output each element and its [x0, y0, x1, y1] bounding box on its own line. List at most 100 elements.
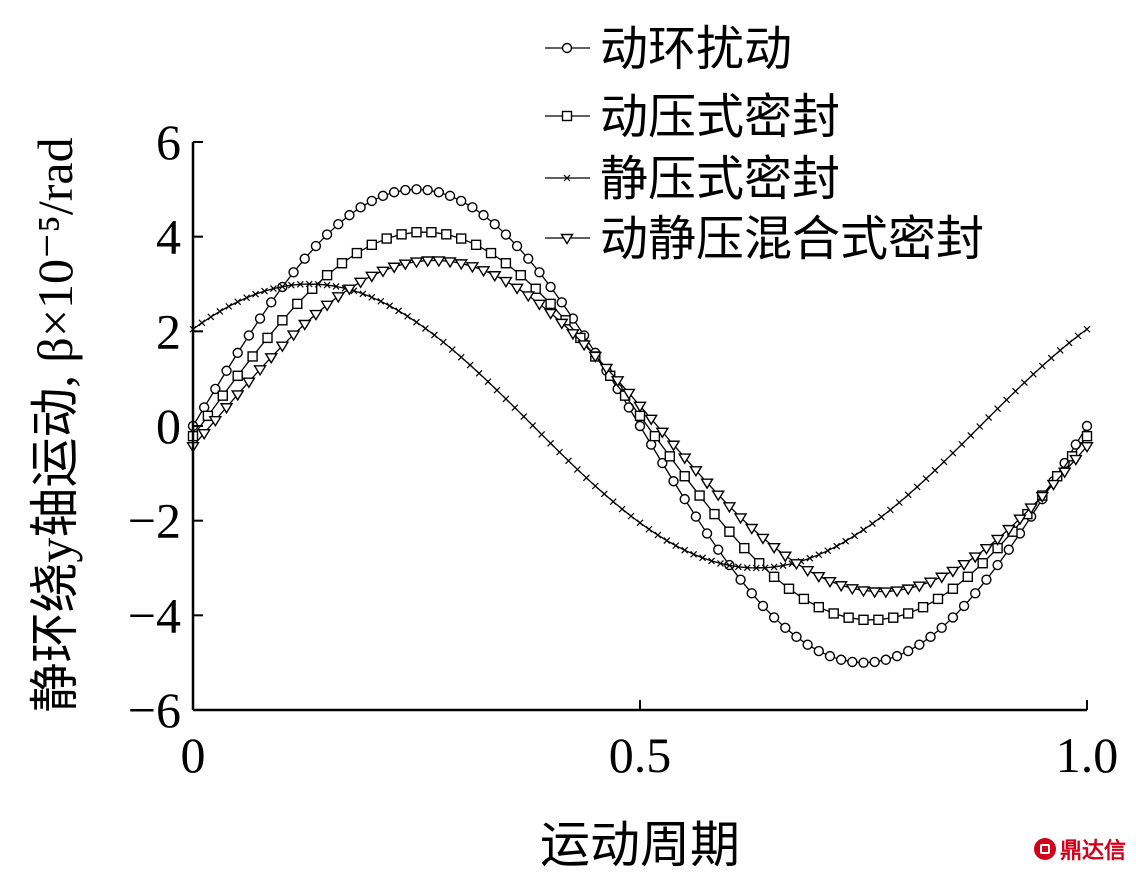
- data-point: [543, 308, 558, 320]
- data-point: [743, 564, 751, 572]
- data-point: [708, 557, 715, 565]
- x-axis-title: 运动周期: [540, 817, 740, 873]
- data-point: [234, 298, 242, 306]
- data-point: [949, 449, 957, 457]
- data-point: [815, 551, 823, 559]
- data-point: [934, 572, 949, 584]
- series-1: [187, 226, 1093, 626]
- data-point: [396, 229, 407, 240]
- legend-marker: [561, 42, 573, 54]
- data-point: [487, 271, 502, 283]
- data-point: [946, 566, 960, 578]
- data-point: [833, 542, 841, 550]
- data-point: [1038, 362, 1046, 370]
- data-point: [388, 187, 400, 198]
- data-point: [253, 365, 267, 377]
- watermark-logo-icon: [1033, 838, 1056, 860]
- data-point: [538, 430, 546, 438]
- data-point: [627, 512, 635, 520]
- data-point: [252, 290, 260, 298]
- x-tick-label: 0: [181, 727, 206, 783]
- data-point: [931, 466, 939, 474]
- legend-label: 静压式密封: [600, 153, 840, 206]
- data-point: [582, 474, 590, 482]
- data-point: [198, 319, 206, 327]
- data-point: [499, 276, 513, 288]
- data-point: [768, 612, 780, 623]
- data-point: [247, 351, 258, 362]
- data-point: [1022, 508, 1033, 520]
- data-point: [1020, 379, 1028, 387]
- data-point: [232, 370, 243, 381]
- data-point: [511, 404, 519, 412]
- data-point: [724, 526, 735, 537]
- data-point: [947, 583, 959, 594]
- series-2: [189, 280, 1091, 572]
- data-point: [845, 584, 860, 596]
- data-point: [1080, 441, 1094, 454]
- data-point: [668, 476, 679, 487]
- data-point: [1057, 467, 1072, 479]
- data-point: [216, 307, 224, 315]
- data-point: [856, 586, 871, 598]
- data-point: [679, 471, 690, 482]
- data-point: [555, 318, 569, 330]
- data-point: [780, 622, 791, 633]
- data-point: [957, 559, 971, 571]
- data-point: [398, 259, 413, 271]
- data-point: [636, 519, 644, 527]
- data-point: [932, 593, 944, 605]
- data-point: [523, 253, 534, 264]
- data-point: [1003, 544, 1014, 555]
- data-point: [711, 490, 725, 502]
- data-point: [891, 650, 903, 662]
- data-point: [992, 559, 1003, 571]
- data-point: [404, 312, 411, 320]
- data-point: [958, 600, 970, 612]
- data-point: [967, 431, 975, 439]
- data-point: [783, 583, 795, 594]
- data-point: [344, 209, 355, 221]
- data-point: [465, 262, 480, 274]
- data-point: [377, 297, 385, 305]
- data-point: [634, 420, 646, 432]
- x-tick-label: 0.5: [609, 727, 672, 783]
- data-point: [767, 542, 781, 555]
- data-point: [812, 571, 826, 583]
- data-point: [476, 266, 491, 278]
- data-point: [904, 491, 912, 499]
- data-point: [353, 277, 368, 289]
- data-point: [433, 187, 445, 198]
- data-point: [1013, 514, 1027, 526]
- data-point: [387, 262, 401, 274]
- data-point: [913, 483, 921, 491]
- data-point: [454, 259, 468, 271]
- data-point: [489, 219, 500, 230]
- data-point: [622, 388, 636, 400]
- data-point: [296, 280, 304, 288]
- data-point: [722, 502, 737, 514]
- data-point: [994, 405, 1002, 413]
- data-point: [735, 574, 746, 585]
- data-point: [644, 414, 658, 426]
- data-point: [221, 365, 232, 376]
- data-point: [511, 240, 523, 252]
- x-tick-label: 1.0: [1056, 727, 1119, 783]
- data-point: [663, 537, 671, 545]
- data-point: [745, 523, 759, 535]
- legend-label: 动静压混合式密封: [600, 213, 984, 266]
- legend-marker: [560, 233, 574, 245]
- data-point: [422, 325, 429, 332]
- data-point: [834, 581, 848, 593]
- data-point: [1056, 346, 1064, 354]
- data-point: [207, 313, 215, 321]
- data-point: [1003, 396, 1010, 404]
- data-point: [556, 297, 567, 308]
- data-point: [600, 490, 608, 498]
- data-point: [198, 402, 210, 413]
- data-point: [309, 309, 323, 321]
- data-point: [422, 184, 433, 196]
- data-point: [515, 269, 526, 281]
- data-point: [545, 298, 556, 310]
